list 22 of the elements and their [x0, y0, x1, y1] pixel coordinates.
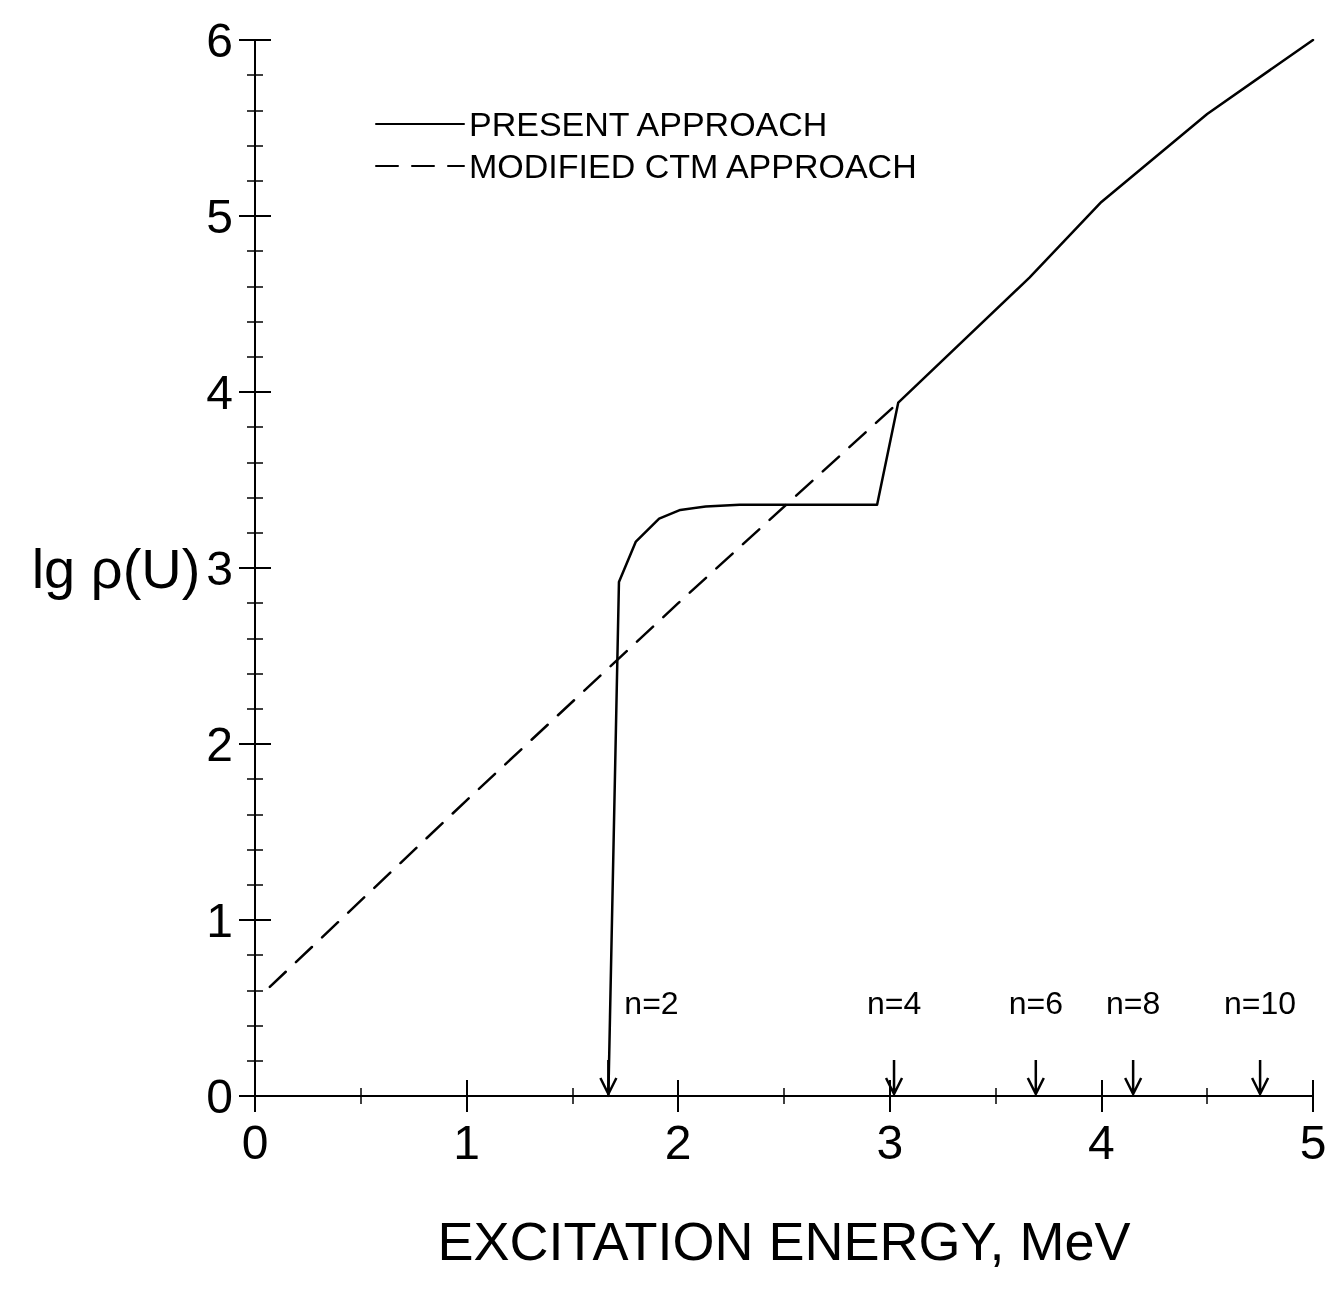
- y-tick-label: 4: [206, 365, 233, 419]
- x-tick-label: 1: [453, 1115, 480, 1169]
- annotation: n=2: [624, 985, 679, 1021]
- annotation: n=8: [1106, 985, 1161, 1021]
- x-tick-label: 0: [241, 1115, 269, 1169]
- y-tick-label: 3: [206, 541, 233, 595]
- y-tick-label: 1: [206, 893, 233, 947]
- y-tick-label: 0: [206, 1069, 233, 1123]
- x-tick-label: 3: [876, 1115, 904, 1169]
- y-axis-title: lg ρ(U): [31, 536, 201, 600]
- y-tick-label: 6: [206, 13, 233, 67]
- x-tick-label: 4: [1088, 1115, 1115, 1169]
- annotation: n=6: [1008, 985, 1063, 1021]
- x-axis-title: EXCITATION ENERGY, MeV: [437, 1211, 1131, 1271]
- y-tick-label: 5: [206, 189, 233, 243]
- legend-label: PRESENT APPROACH: [469, 105, 828, 143]
- y-tick-label: 2: [206, 717, 233, 771]
- annotation: n=4: [866, 985, 922, 1021]
- annotation: n=10: [1224, 985, 1297, 1021]
- x-tick-label: 5: [1299, 1115, 1327, 1169]
- x-tick-label: 2: [664, 1115, 692, 1169]
- legend-label: MODIFIED CTM APPROACH: [469, 147, 917, 185]
